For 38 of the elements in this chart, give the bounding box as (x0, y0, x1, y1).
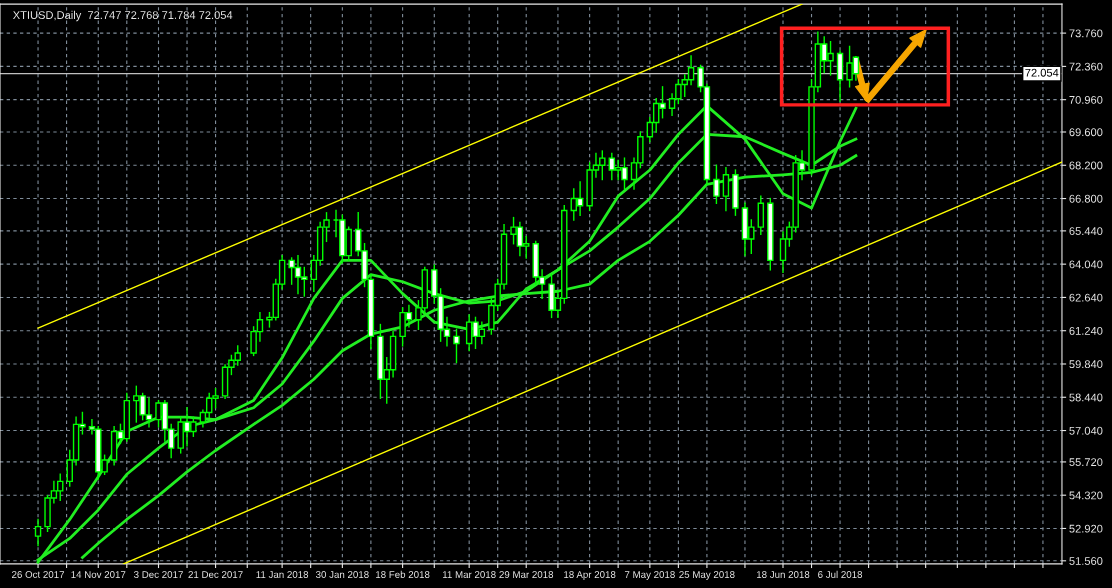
y-tick-label: 51.560 (1069, 557, 1103, 565)
y-tick-label: 65.440 (1069, 227, 1103, 236)
x-tick-label: 25 May 2018 (679, 571, 735, 580)
candlestick (757, 195, 765, 235)
candlestick (713, 164, 720, 205)
x-tick-label: 18 Jun 2018 (756, 571, 810, 578)
x-tick-label: 6 Jul 2018 (818, 570, 863, 578)
y-tick-label: 55.720 (1069, 458, 1103, 467)
x-tick-label: 11 Mar 2018 (442, 571, 496, 578)
x-tick-label: 21 Dec 2017 (188, 571, 243, 578)
y-tick-label: 54.320 (1069, 491, 1103, 500)
y-tick-label: 57.040 (1069, 426, 1103, 435)
y-tick-label: 72.360 (1069, 62, 1103, 71)
x-tick-label: 18 Feb 2018 (376, 570, 430, 578)
candlestick (722, 166, 730, 212)
x-tick-label: 26 Oct 2017 (12, 571, 65, 578)
y-tick-label: 64.040 (1069, 260, 1103, 269)
x-tick-label: 18 Apr 2018 (564, 571, 616, 580)
x-tick-label: 14 Nov 2017 (71, 571, 126, 578)
y-tick-label: 73.760 (1069, 29, 1103, 38)
candlestick (34, 518, 42, 547)
y-tick-label: 62.640 (1069, 293, 1103, 302)
x-tick-label: 3 Dec 2017 (134, 571, 183, 578)
text: XTIUSD,Daily 72.747 72.768 71.784 72.054 (12, 10, 233, 22)
y-tick-label: 66.800 (1069, 194, 1103, 203)
y-tick-label: 61.240 (1069, 326, 1103, 335)
x-tick-label: 7 May 2018 (624, 571, 675, 580)
y-tick-label: 58.440 (1069, 393, 1103, 402)
x-tick-label: 29 Mar 2018 (499, 571, 554, 578)
x-tick-label: 11 Jan 2018 (256, 571, 309, 578)
y-tick-label: 68.200 (1069, 161, 1103, 170)
y-tick-label: 69.600 (1069, 128, 1103, 137)
x-tick-label: 30 Jan 2018 (315, 571, 369, 578)
y-tick-label: 70.960 (1069, 95, 1103, 104)
candlestick (453, 328, 460, 364)
y-tick-label: 59.840 (1069, 360, 1103, 369)
y-tick-label: 52.920 (1069, 524, 1103, 533)
ref-line-label: 72.054 (1025, 68, 1059, 77)
